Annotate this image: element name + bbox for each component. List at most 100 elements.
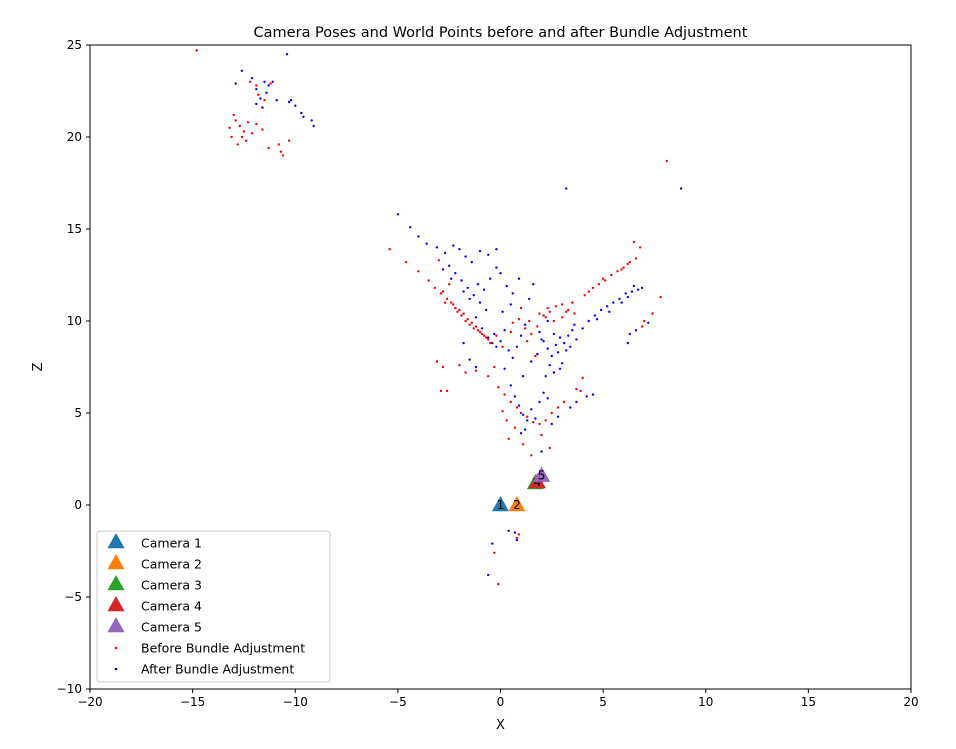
data-point (462, 341, 465, 345)
data-point (560, 316, 564, 319)
data-point (575, 400, 578, 404)
data-point (267, 84, 270, 87)
data-point (542, 391, 545, 394)
data-point (528, 319, 531, 323)
data-point (560, 362, 564, 365)
data-point (544, 375, 547, 378)
data-point (491, 341, 494, 345)
data-point (228, 126, 231, 129)
data-point (501, 310, 504, 313)
legend-label: Camera 1 (141, 536, 202, 551)
data-point (259, 97, 262, 100)
data-point (452, 303, 455, 306)
data-point (567, 308, 570, 312)
data-point (612, 301, 615, 304)
data-point (511, 292, 514, 295)
data-point (279, 150, 283, 153)
data-point (519, 306, 523, 310)
legend-camera-marker (107, 554, 125, 570)
data-point (499, 340, 502, 343)
data-point (240, 135, 244, 139)
data-point (271, 80, 274, 84)
data-point (507, 349, 510, 352)
data-point (579, 389, 582, 393)
legend-label: Camera 4 (141, 599, 202, 614)
data-point (573, 312, 576, 315)
data-point (591, 286, 595, 290)
camera-1-label: 1 (497, 498, 505, 512)
data-point (491, 542, 494, 545)
data-point (507, 437, 510, 440)
data-point (558, 336, 562, 339)
data-point (445, 389, 449, 393)
points-layer (195, 49, 683, 586)
legend-label: Camera 5 (141, 620, 202, 635)
data-point (439, 292, 443, 295)
data-point (517, 533, 521, 536)
series-after (234, 53, 683, 577)
data-point (234, 119, 237, 122)
data-point (263, 99, 266, 102)
data-point (472, 294, 475, 297)
data-point (542, 314, 545, 317)
data-point (509, 330, 512, 334)
data-point (620, 301, 623, 304)
data-point (513, 531, 517, 534)
data-point (458, 308, 461, 312)
data-point (575, 387, 578, 391)
data-point (651, 312, 654, 315)
data-point (517, 277, 521, 280)
data-point (450, 277, 453, 280)
y-tick-label: −10 (57, 682, 82, 696)
data-point (248, 80, 252, 84)
data-point (556, 415, 560, 418)
data-point (534, 417, 537, 420)
data-point (275, 99, 278, 102)
legend-camera-marker (107, 575, 125, 591)
data-point (544, 419, 547, 422)
data-point (591, 393, 595, 396)
x-tick-label: −5 (389, 695, 407, 709)
data-point (530, 454, 533, 457)
data-point (565, 349, 568, 352)
data-point (528, 297, 531, 301)
data-point (509, 384, 512, 387)
y-tick-label: 5 (74, 406, 82, 420)
legend-item: Camera 4 (107, 596, 202, 614)
data-point (505, 284, 508, 288)
data-point (542, 340, 545, 343)
data-point (546, 347, 549, 350)
data-point (425, 242, 428, 245)
data-point (441, 365, 445, 369)
data-point (261, 128, 264, 131)
data-point (501, 345, 504, 348)
data-point (640, 286, 644, 290)
data-point (519, 334, 523, 337)
data-point (573, 323, 576, 326)
data-point (470, 260, 473, 264)
data-point (544, 316, 547, 319)
data-point (281, 154, 285, 157)
legend-point-marker (114, 646, 118, 650)
data-point (468, 358, 471, 361)
data-point (571, 301, 574, 304)
data-point (454, 306, 457, 310)
data-point (548, 364, 551, 367)
data-point (487, 253, 490, 256)
data-point (628, 332, 631, 336)
data-point (476, 283, 480, 286)
x-tick-label: −10 (283, 695, 308, 709)
data-point (521, 443, 525, 446)
data-point (195, 49, 198, 52)
x-tick-label: 15 (801, 695, 816, 709)
data-point (468, 297, 471, 301)
camera-2-marker (508, 496, 526, 512)
data-point (595, 318, 599, 321)
data-point (565, 310, 568, 313)
data-point (567, 334, 570, 337)
data-point (495, 334, 498, 337)
data-point (515, 538, 519, 542)
data-point (546, 319, 549, 323)
data-point (634, 257, 638, 260)
x-tick-label: 20 (903, 695, 918, 709)
